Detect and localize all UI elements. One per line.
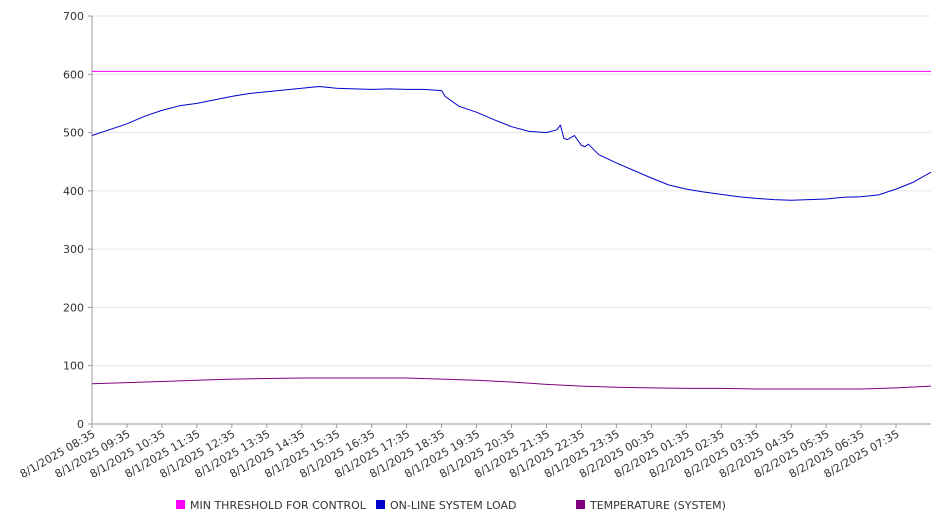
y-tick-label: 700 <box>63 10 84 23</box>
y-tick-label: 0 <box>77 418 84 431</box>
legend-swatch <box>376 500 385 509</box>
legend-label: TEMPERATURE (SYSTEM) <box>589 499 726 512</box>
legend: MIN THRESHOLD FOR CONTROL ON-LINE SYSTEM … <box>176 499 726 512</box>
y-axis-ticks: 0 100 200 300 400 500 600 700 <box>63 10 92 431</box>
y-tick-label: 300 <box>63 243 84 256</box>
y-tick-label: 200 <box>63 301 84 314</box>
legend-swatch <box>576 500 585 509</box>
legend-label: MIN THRESHOLD FOR CONTROL <box>190 499 367 512</box>
series-lines <box>91 70 932 390</box>
x-axis-ticks: 8/1/2025 08:358/1/2025 09:358/1/2025 10:… <box>18 424 902 481</box>
legend-label: ON-LINE SYSTEM LOAD <box>390 499 516 512</box>
gridlines <box>92 15 931 367</box>
series-line-2 <box>91 86 932 201</box>
y-tick-label: 100 <box>63 360 84 373</box>
axes <box>91 16 931 425</box>
series-line-3 <box>91 377 932 390</box>
y-tick-label: 600 <box>63 68 84 81</box>
y-tick-label: 400 <box>63 185 84 198</box>
y-tick-label: 500 <box>63 127 84 140</box>
legend-swatch <box>176 500 185 509</box>
